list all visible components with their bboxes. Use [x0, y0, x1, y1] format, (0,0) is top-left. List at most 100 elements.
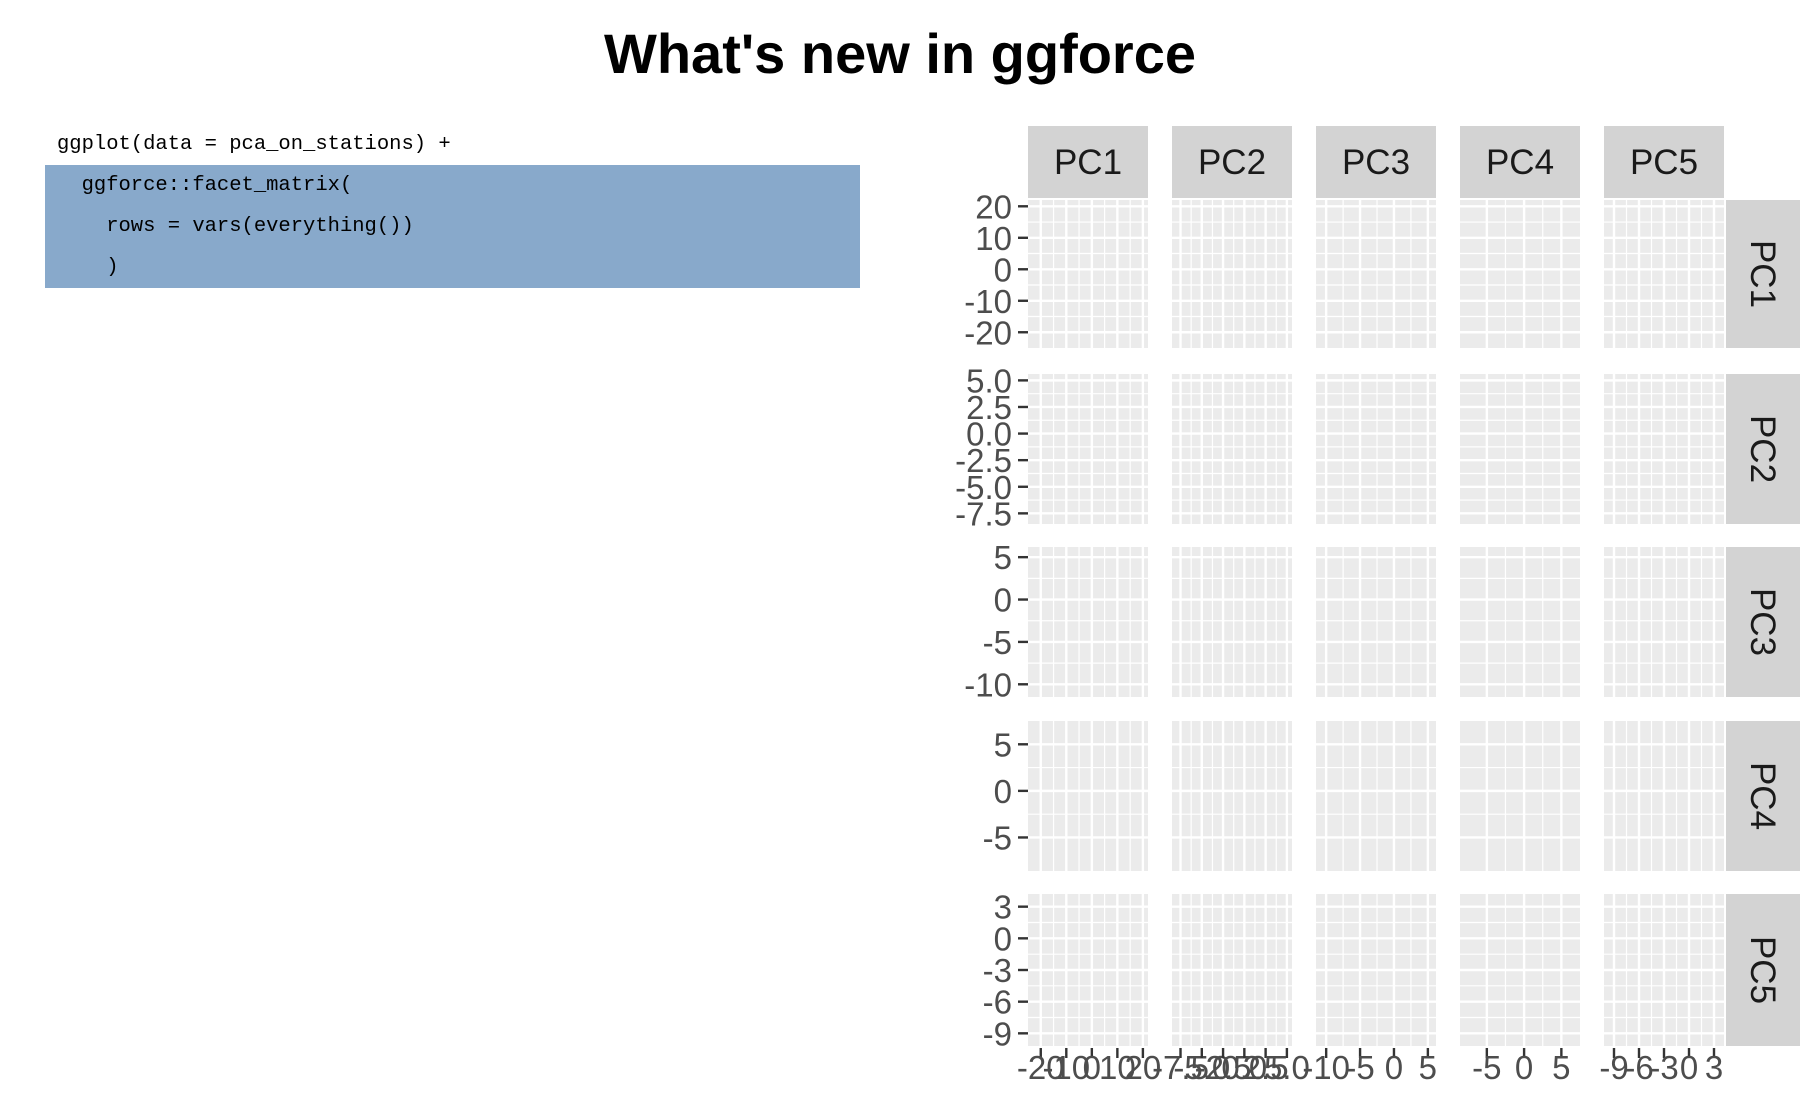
panel-background — [1028, 200, 1148, 348]
panel-r1-c5 — [1604, 200, 1724, 348]
column-strip — [1028, 126, 1148, 198]
panel-r3-c5 — [1604, 547, 1724, 697]
panel-r5-c3 — [1316, 894, 1436, 1046]
x-tick-label: -7.5 — [1152, 1049, 1209, 1086]
y-tick-label: 0 — [994, 582, 1012, 619]
panel-r3-c2 — [1172, 547, 1292, 697]
panel-r5-c4 — [1460, 894, 1580, 1046]
x-tick-label: 0 — [1515, 1049, 1533, 1086]
panel-r1-c1 — [1028, 200, 1148, 348]
x-tick-label: 2.5 — [1243, 1049, 1289, 1086]
y-tick-label: 5 — [994, 539, 1012, 576]
row-strip — [1726, 894, 1800, 1046]
panel-background — [1460, 721, 1580, 871]
y-tick-label: 10 — [975, 220, 1012, 257]
y-tick-label: 0 — [994, 920, 1012, 957]
x-tick-label: -10 — [1042, 1049, 1090, 1086]
panel-r1-c3 — [1316, 200, 1436, 348]
panel-r3-c3 — [1316, 547, 1436, 697]
row-strip — [1726, 721, 1800, 871]
code-block: ggplot(data = pca_on_stations) + ggforce… — [45, 124, 860, 288]
y-tick-label: 0.0 — [966, 416, 1012, 453]
row-strip — [1726, 374, 1800, 524]
x-tick-label: -5 — [1472, 1049, 1501, 1086]
panel-r1-c2 — [1172, 200, 1292, 348]
code-line-highlighted: ) — [45, 247, 860, 288]
y-tick-label: -5 — [983, 624, 1012, 661]
panel-background — [1028, 721, 1148, 871]
row-strip-label: PC1 — [1743, 240, 1782, 308]
x-tick-label: 20 — [1125, 1049, 1162, 1086]
panel-background — [1460, 374, 1580, 524]
x-tick-label: 3 — [1705, 1049, 1723, 1086]
panel-background — [1028, 547, 1148, 697]
x-tick-label: 5 — [1419, 1049, 1437, 1086]
column-strip — [1172, 126, 1292, 198]
panel-background — [1316, 200, 1436, 348]
x-tick-label: -20 — [1017, 1049, 1065, 1086]
y-tick-label: -9 — [983, 1015, 1012, 1052]
y-tick-label: 0 — [994, 773, 1012, 810]
panel-background — [1172, 374, 1292, 524]
y-tick-label: -5.0 — [955, 469, 1012, 506]
code-line-highlighted: ggforce::facet_matrix( — [45, 165, 860, 206]
panel-r4-c5 — [1604, 721, 1724, 871]
panel-r3-c4 — [1460, 547, 1580, 697]
x-tick-label: 10 — [1099, 1049, 1136, 1086]
y-tick-label: -3 — [983, 952, 1012, 989]
y-tick-label: -20 — [964, 314, 1012, 351]
code-line: ggplot(data = pca_on_stations) + — [57, 133, 451, 156]
x-tick-label: 0.0 — [1221, 1049, 1267, 1086]
column-strip-label: PC5 — [1630, 143, 1698, 182]
panel-r2-c5 — [1604, 374, 1724, 524]
y-tick-label: -6 — [983, 984, 1012, 1021]
y-tick-label: 5.0 — [966, 362, 1012, 399]
panel-background — [1316, 547, 1436, 697]
panel-r5-c1 — [1028, 894, 1148, 1046]
column-strip-label: PC4 — [1486, 143, 1554, 182]
panel-background — [1460, 200, 1580, 348]
y-tick-label: -5 — [983, 819, 1012, 856]
y-tick-label: -7.5 — [955, 495, 1012, 532]
column-strip — [1316, 126, 1436, 198]
x-tick-label: -9 — [1599, 1049, 1628, 1086]
column-strip — [1460, 126, 1580, 198]
x-tick-label: -3 — [1649, 1049, 1678, 1086]
x-tick-label: -2.5 — [1195, 1049, 1252, 1086]
panel-r2-c2 — [1172, 374, 1292, 524]
y-tick-label: 0 — [994, 251, 1012, 288]
row-strip-label: PC3 — [1743, 588, 1782, 656]
y-tick-label: -10 — [964, 283, 1012, 320]
y-tick-label: -10 — [964, 666, 1012, 703]
panel-r3-c1 — [1028, 547, 1148, 697]
slide-title: What's new in ggforce — [603, 22, 1197, 85]
x-tick-label: -6 — [1624, 1049, 1653, 1086]
code-line-highlighted: rows = vars(everything()) — [45, 206, 860, 247]
panel-r4-c3 — [1316, 721, 1436, 871]
x-tick-label: 0 — [1385, 1049, 1403, 1086]
y-tick-label: -2.5 — [955, 442, 1012, 479]
panel-background — [1460, 547, 1580, 697]
panel-background — [1028, 374, 1148, 524]
row-strip-label: PC5 — [1743, 936, 1782, 1004]
row-strip — [1726, 547, 1800, 697]
panel-background — [1172, 547, 1292, 697]
x-tick-label: 5 — [1552, 1049, 1570, 1086]
y-tick-label: 5 — [994, 726, 1012, 763]
x-tick-label: -5 — [1345, 1049, 1374, 1086]
column-strip-label: PC1 — [1054, 143, 1122, 182]
panel-r4-c1 — [1028, 721, 1148, 871]
y-tick-label: 2.5 — [966, 389, 1012, 426]
row-strip — [1726, 200, 1800, 348]
panel-background — [1172, 721, 1292, 871]
panel-r2-c4 — [1460, 374, 1580, 524]
panel-background — [1316, 721, 1436, 871]
panel-r2-c3 — [1316, 374, 1436, 524]
x-tick-label: -5.0 — [1173, 1049, 1230, 1086]
y-tick-label: 3 — [994, 889, 1012, 926]
x-tick-label: -10 — [1302, 1049, 1350, 1086]
column-strip-label: PC3 — [1342, 143, 1410, 182]
column-strip — [1604, 126, 1724, 198]
panel-r2-c1 — [1028, 374, 1148, 524]
